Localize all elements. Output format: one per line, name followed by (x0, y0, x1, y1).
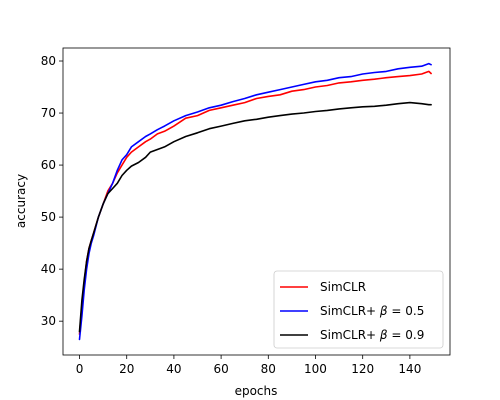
x-tick-label: 20 (119, 362, 134, 376)
y-tick-label: 70 (41, 106, 56, 120)
legend-entry-0: SimCLR (280, 280, 366, 294)
x-tick-label: 0 (76, 362, 84, 376)
y-tick-label: 30 (41, 314, 56, 328)
x-axis-label: epochs (235, 384, 278, 398)
legend-entry-1: SimCLR+ β = 0.5 (280, 304, 424, 318)
y-axis-label: accuracy (14, 174, 28, 228)
legend-label: SimCLR+ β = 0.9 (320, 328, 424, 342)
x-tick-label: 40 (166, 362, 181, 376)
y-tick-label: 40 (41, 262, 56, 276)
series-line-2 (78, 101, 432, 333)
x-tick-label: 60 (213, 362, 228, 376)
x-tick-label: 80 (261, 362, 276, 376)
y-axis: 30 40 50 60 70 80 (41, 54, 63, 328)
y-tick-label: 80 (41, 54, 56, 68)
x-tick-label: 140 (398, 362, 421, 376)
x-axis: 0 20 40 60 80 100 120 140 (76, 355, 421, 376)
y-tick-label: 60 (41, 158, 56, 172)
legend-frame (273, 270, 444, 349)
legend-label: SimCLR (320, 280, 366, 294)
series-layer (78, 62, 432, 341)
x-tick-label: 100 (304, 362, 327, 376)
legend-label: SimCLR+ β = 0.5 (320, 304, 424, 318)
x-tick-label: 120 (351, 362, 374, 376)
legend-entry-2: SimCLR+ β = 0.9 (280, 328, 424, 342)
plot-area (62, 47, 451, 356)
legend: SimCLR SimCLR+ β = 0.5 SimCLR+ β = 0.9 (273, 270, 444, 349)
y-tick-label: 50 (41, 210, 56, 224)
